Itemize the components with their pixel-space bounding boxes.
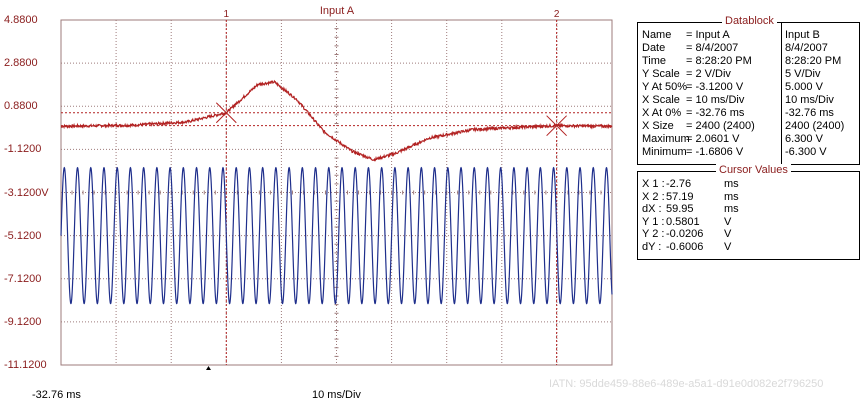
datablock-value-input-a: = Input A (686, 29, 730, 41)
y-tick-label: -11.1200 (4, 359, 47, 371)
cursor-value-unit: ms (724, 178, 739, 190)
datablock-title: Datablock (722, 15, 777, 27)
y-tick-label: -9.1200 (4, 315, 42, 328)
datablock-label: Minimum (642, 146, 687, 158)
y-tick-label: 4.8800 (4, 14, 38, 26)
datablock-value-input-a: = -32.76 ms (686, 107, 745, 119)
cursor-x-mark (546, 115, 567, 137)
datablock-divider (781, 23, 782, 164)
datablock-value-input-b: 6.300 V (785, 133, 823, 145)
y-tick-label: 2.8800 (4, 57, 38, 70)
trigger-marker (206, 366, 211, 370)
cursor-value-label: dY : (642, 240, 662, 253)
x-scale-label: 10 ms/Div (312, 389, 361, 401)
y-tick-label: -7.1200 (4, 272, 42, 285)
datablock-value-input-b: 8/4/2007 (785, 42, 828, 54)
cursor-value-value: 0.5801 (666, 215, 700, 228)
trace-input-a (60, 79, 613, 162)
datablock-value-input-b: -6.300 V (785, 146, 827, 158)
datablock-label: Date (642, 42, 666, 54)
cursor-value-label: Y 2 : (642, 228, 665, 240)
datablock-value-input-b: 10 ms/Div (785, 94, 834, 106)
datablock-value-input-b: 5.000 V (785, 81, 823, 93)
datablock-value-input-b: 8:28:20 PM (785, 55, 842, 67)
cursor-value-unit: V (724, 228, 732, 240)
datablock-value-input-a: = -1.6806 V (686, 146, 744, 158)
datablock-value-input-a: = 2.0601 V (686, 133, 740, 145)
cursor-value-label: X 2 : (642, 190, 665, 203)
datablock-value-input-a: = 8/4/2007 (686, 42, 739, 54)
datablock-value-input-b: 5 V/Div (785, 68, 821, 80)
datablock-value-input-a: = 10 ms/Div (686, 94, 745, 106)
cursor-label: 1 (224, 9, 230, 20)
datablock-label: X Size (642, 120, 674, 132)
cursor-value-value: -0.0206 (666, 228, 704, 240)
cursor-value-label: X 1 : (642, 178, 665, 190)
datablock-label: X At 0% (642, 107, 682, 119)
cursor-value-unit: ms (724, 203, 739, 215)
cursor-value-value: -0.6006 (666, 240, 704, 253)
cursor-value-value: 57.19 (666, 190, 694, 203)
datablock-panel: Datablock Name = Input A Input B Date = 8/4/… (637, 15, 860, 165)
datablock-value-input-b: Input B (785, 29, 820, 41)
cursor-x-mark (215, 102, 237, 124)
datablock-value-input-a: = 2 V/Div (686, 68, 731, 80)
cursor-value-label: dX : (642, 203, 662, 215)
watermark: IATN: 95dde459-88e6-489e-a5a1-d91e0d082e… (549, 378, 824, 390)
chart-title: Input A (320, 5, 355, 17)
datablock-label: Name (642, 29, 672, 41)
cursor-values-title: Cursor Values (716, 164, 791, 176)
trace-input-b (60, 166, 613, 305)
cursor-reference-lines (61, 20, 612, 365)
datablock-label: Y Scale (642, 68, 680, 80)
datablock-value-input-a: = 2400 (2400) (686, 120, 755, 132)
cursor-value-unit: V (724, 240, 732, 253)
datablock-value-input-a: = -3.1200 V (686, 81, 744, 93)
cursor-value-label: Y 1 : (642, 215, 665, 228)
y-tick-label: -5.1200 (4, 229, 42, 242)
datablock-value-input-b: -32.76 ms (785, 107, 834, 119)
cursor-value-value: -2.76 (666, 178, 692, 190)
x-start-label: -32.76 ms (32, 389, 81, 401)
y-tick-label: 0.8800 (4, 100, 38, 113)
datablock-label: X Scale (642, 94, 680, 106)
y-tick-label: -1.1200 (4, 143, 42, 156)
datablock-value-input-b: 2400 (2400) (785, 120, 845, 132)
datablock-label: Time (642, 55, 667, 67)
cursor-value-unit: ms (724, 190, 739, 203)
cursor-label: 2 (554, 9, 560, 20)
cursor-value-unit: V (724, 215, 732, 228)
cursor-value-value: 59.95 (666, 203, 694, 215)
cursor-values-panel: Cursor Values X 1 : -2.76 ms X 2 :57.19 ms dX… (637, 164, 860, 260)
datablock-value-input-a: = 8:28:20 PM (686, 55, 752, 67)
datablock-label: Y At 50% (642, 81, 688, 93)
datablock-label: Maximum (642, 133, 690, 145)
y-tick-label: -3.1200V (4, 186, 49, 199)
